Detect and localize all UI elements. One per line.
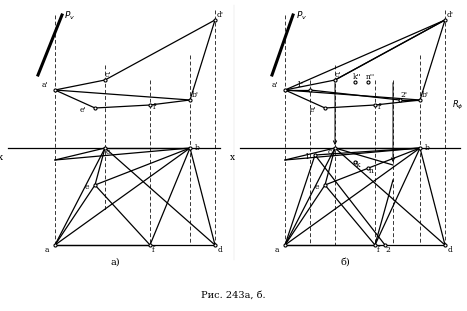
Text: $R_\phi$: $R_\phi$: [452, 99, 464, 112]
Text: d: d: [218, 246, 222, 254]
Text: $P_v$: $P_v$: [297, 10, 308, 22]
Text: a': a': [272, 81, 278, 89]
Text: k: k: [356, 161, 360, 169]
Text: e': e': [80, 106, 86, 114]
Text: b: b: [195, 144, 199, 152]
Text: e: e: [85, 183, 89, 191]
Text: 2': 2': [401, 91, 408, 99]
Text: k'': k'': [353, 73, 361, 81]
Text: $P_v$: $P_v$: [64, 10, 76, 22]
Text: c': c': [335, 71, 341, 79]
Text: 2: 2: [386, 246, 390, 254]
Text: c: c: [106, 148, 110, 156]
Text: b': b': [422, 91, 429, 99]
Text: b: b: [425, 144, 430, 152]
Text: c': c': [105, 71, 111, 79]
Text: б): б): [340, 258, 350, 267]
Text: e: e: [315, 183, 319, 191]
Text: n: n: [368, 167, 374, 175]
Text: n'': n'': [366, 73, 375, 81]
Text: Рис. 243а, б.: Рис. 243а, б.: [201, 290, 265, 299]
Text: f: f: [152, 246, 155, 254]
Text: а): а): [110, 258, 120, 267]
Text: x: x: [0, 153, 3, 162]
Text: f: f: [376, 246, 379, 254]
Text: d': d': [446, 11, 453, 19]
Text: a': a': [42, 81, 48, 89]
Text: a: a: [45, 246, 49, 254]
Text: c: c: [328, 148, 332, 156]
Text: f': f': [377, 103, 382, 111]
Text: d: d: [447, 246, 453, 254]
Text: a: a: [275, 246, 279, 254]
Text: d': d': [217, 11, 224, 19]
Text: 1': 1': [297, 81, 304, 89]
Text: e': e': [310, 106, 316, 114]
Text: f': f': [153, 103, 157, 111]
Text: x: x: [230, 153, 235, 162]
Text: 1: 1: [304, 153, 310, 161]
Text: b': b': [191, 91, 198, 99]
